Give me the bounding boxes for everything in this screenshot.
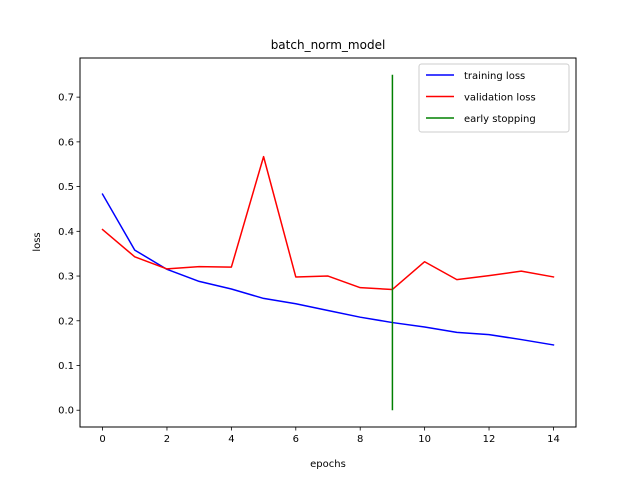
- y-axis-label: loss: [32, 232, 43, 251]
- legend-label: early stopping: [464, 114, 536, 125]
- y-tick-label: 0.5: [58, 182, 74, 193]
- y-tick-label: 0.0: [58, 406, 74, 417]
- x-tick-label: 2: [164, 434, 170, 445]
- x-tick-label: 6: [293, 434, 299, 445]
- y-tick-label: 0.2: [58, 316, 74, 327]
- x-axis-label: epochs: [310, 459, 346, 470]
- legend-label: training loss: [464, 71, 525, 82]
- y-tick-label: 0.6: [58, 137, 74, 148]
- x-tick-label: 4: [228, 434, 234, 445]
- x-tick-label: 14: [547, 434, 560, 445]
- y-tick-label: 0.7: [58, 93, 74, 104]
- training-loss-line: [101, 193, 555, 346]
- legend-label: validation loss: [464, 93, 536, 104]
- y-tick-label: 0.4: [58, 227, 74, 238]
- legend: training loss validation loss early stoppi…: [418, 63, 570, 133]
- validation-loss-line: [101, 155, 555, 291]
- x-tick-label: 12: [483, 434, 496, 445]
- y-axis-ticks: 0.0 0.1 0.2 0.3 0.4 0.5 0.6 0.7: [58, 93, 80, 417]
- x-tick-label: 8: [357, 434, 363, 445]
- x-tick-label: 10: [418, 434, 431, 445]
- chart-title: batch_norm_model: [271, 38, 386, 52]
- legend-box: [418, 63, 570, 133]
- series-layer: [101, 74, 555, 411]
- y-tick-label: 0.1: [58, 361, 74, 372]
- x-tick-label: 0: [99, 434, 105, 445]
- y-tick-label: 0.3: [58, 272, 74, 283]
- plot-frame: [79, 57, 577, 428]
- x-axis-ticks: 0 2 4 6 8 10 12 14: [99, 427, 560, 445]
